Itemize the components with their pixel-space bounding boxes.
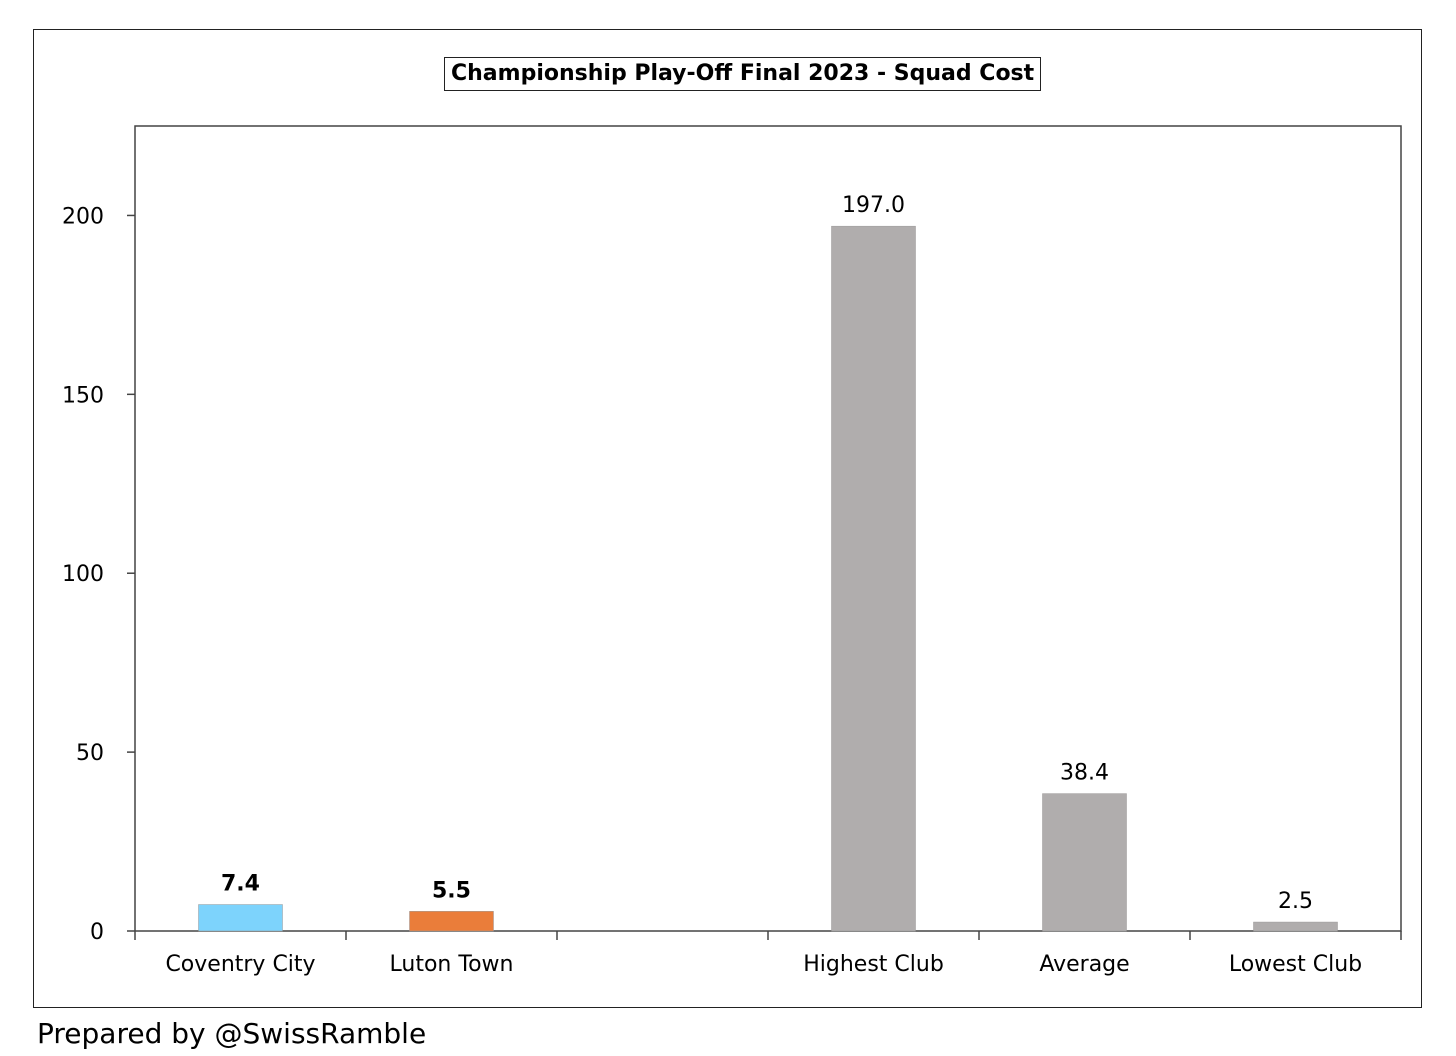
plot-area [134, 125, 1402, 932]
chart-title: Championship Play-Off Final 2023 - Squad… [444, 57, 1042, 91]
chart-frame [33, 29, 1422, 1008]
footer-credit: Prepared by @SwissRamble [37, 1017, 427, 1050]
x-tick-label: Coventry City [165, 952, 315, 977]
y-tick-label: 0 [90, 920, 104, 945]
bar [1042, 793, 1127, 932]
bar-value-label: 5.5 [432, 878, 471, 903]
x-tick-label: Average [1039, 952, 1129, 977]
bar [831, 225, 916, 932]
x-tick-label: Lowest Club [1229, 952, 1362, 977]
bars [198, 225, 1338, 932]
bar [409, 911, 494, 932]
x-tick-label: Highest Club [803, 952, 944, 977]
y-tick-label: 50 [76, 741, 104, 766]
y-tick-label: 200 [62, 204, 104, 229]
y-tick-label: 100 [62, 562, 104, 587]
x-tick-label: Luton Town [390, 952, 514, 977]
bar [198, 904, 283, 932]
bar-value-label: 7.4 [221, 872, 260, 897]
x-axis: Coventry City Luton Town Highest Club Avera… [134, 931, 1402, 977]
y-axis: 0 50 100 150 200 [62, 204, 135, 945]
bar-value-label: 38.4 [1060, 761, 1109, 786]
bar-value-label: 197.0 [842, 193, 905, 218]
bar-value-label: 2.5 [1278, 889, 1313, 914]
value-labels: 7.4 5.5 197.0 38.4 2.5 [221, 193, 1313, 914]
y-tick-label: 150 [62, 383, 104, 408]
bar [1253, 921, 1338, 932]
